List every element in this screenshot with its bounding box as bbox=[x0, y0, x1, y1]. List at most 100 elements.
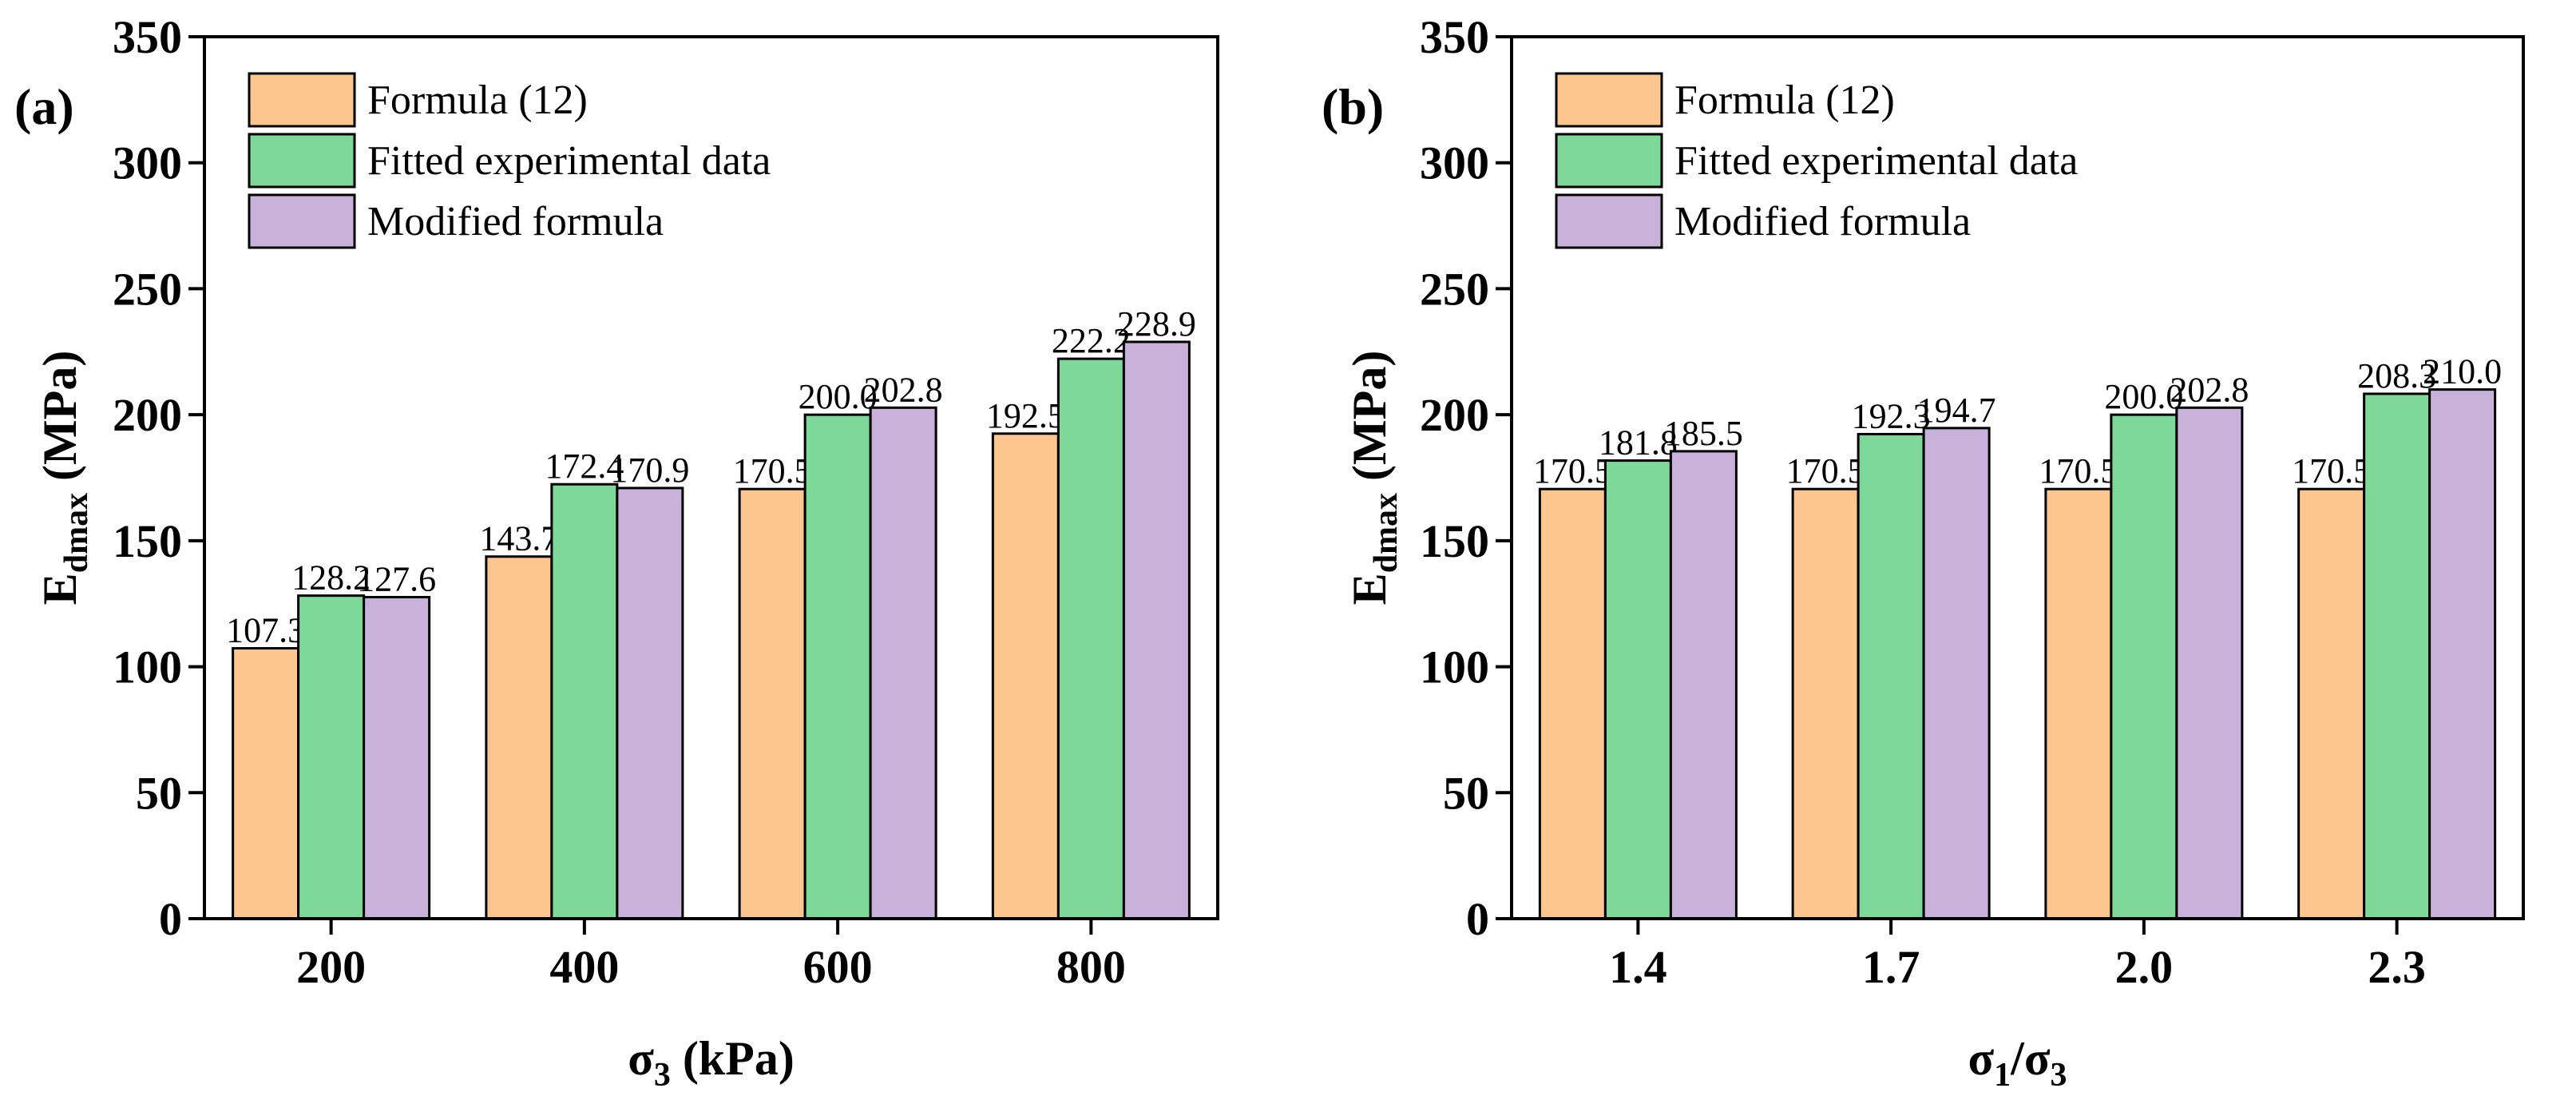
legend-swatch-0-0 bbox=[248, 72, 356, 128]
x-tick-label-1-2: 2.0 bbox=[2115, 941, 2174, 993]
x-tick-label-1-0: 1.4 bbox=[1609, 941, 1667, 993]
legend-swatch-0-2 bbox=[248, 193, 356, 249]
x-tick-label-0-3: 800 bbox=[1056, 941, 1126, 993]
y-axis-label-tail-0: (MPa) bbox=[34, 351, 86, 493]
data-label-1-2-2: 202.8 bbox=[2170, 370, 2249, 409]
y-axis-label-main-1: E bbox=[1343, 573, 1396, 605]
y-tick-label-1-5: 250 bbox=[1420, 263, 1489, 315]
y-axis-label-tail-1: (MPa) bbox=[1343, 351, 1396, 493]
y-tick-label-1-2: 100 bbox=[1420, 641, 1489, 693]
bar-1-2-0 bbox=[1669, 450, 1738, 920]
y-tick-label-0-4: 200 bbox=[113, 389, 182, 441]
data-label-0-2-3: 228.9 bbox=[1117, 304, 1196, 344]
legend-label-1-1: Fitted experimental data bbox=[1674, 138, 2078, 184]
bar-0-0-0 bbox=[232, 647, 300, 920]
bar-0-2-1 bbox=[616, 486, 684, 920]
data-label-0-0-2: 170.5 bbox=[733, 451, 812, 490]
y-tick-label-0-6: 300 bbox=[113, 137, 182, 189]
data-label-0-1-2: 200.0 bbox=[799, 377, 878, 416]
bar-0-0-1 bbox=[485, 555, 553, 920]
bar-1-1-0 bbox=[1603, 459, 1672, 920]
x-tick-label-1-1: 1.7 bbox=[1862, 941, 1920, 993]
data-label-1-1-3: 208.3 bbox=[2357, 356, 2436, 395]
legend-swatch-1-0 bbox=[1555, 72, 1663, 128]
y-tick-label-1-7: 350 bbox=[1420, 11, 1489, 63]
legend-swatch-1-2 bbox=[1555, 193, 1663, 249]
bar-0-1-2 bbox=[803, 413, 872, 920]
bar-0-0-2 bbox=[738, 487, 806, 920]
plot-frame-1 bbox=[1510, 35, 2525, 920]
bar-0-2-2 bbox=[869, 406, 937, 920]
bar-1-0-0 bbox=[1538, 487, 1607, 920]
x-tick-label-0-1: 400 bbox=[549, 941, 619, 993]
bar-1-1-2 bbox=[2110, 413, 2178, 920]
bar-0-2-3 bbox=[1122, 340, 1191, 920]
data-label-1-0-1: 170.5 bbox=[1786, 451, 1865, 490]
data-label-0-0-3: 192.5 bbox=[986, 396, 1065, 435]
x-axis-label-sub-1: 1 bbox=[1994, 1057, 2011, 1094]
data-label-0-1-1: 172.4 bbox=[545, 447, 624, 486]
data-label-1-1-1: 192.3 bbox=[1852, 396, 1931, 435]
data-label-1-0-0: 170.5 bbox=[1533, 451, 1612, 490]
y-axis-label-sub-0: dmax bbox=[58, 493, 95, 573]
x-axis-label-0: σ3 (kPa) bbox=[628, 1032, 795, 1094]
panel-label-1: (b) bbox=[1322, 78, 1384, 135]
x-axis-label-1: σ1/σ3 bbox=[1968, 1032, 2067, 1094]
x-tick-label-1-3: 2.3 bbox=[2368, 941, 2426, 993]
bar-0-0-3 bbox=[991, 432, 1060, 920]
bar-1-2-3 bbox=[2428, 388, 2497, 920]
x-axis-label-tail-0: (kPa) bbox=[671, 1032, 795, 1085]
bar-0-1-3 bbox=[1056, 357, 1125, 920]
y-tick-label-1-3: 150 bbox=[1420, 515, 1489, 567]
x-axis-label-main-1: σ bbox=[1968, 1032, 1995, 1085]
legend-label-1-0: Formula (12) bbox=[1674, 77, 1895, 123]
y-axis-label-1: Edmax (MPa) bbox=[1343, 351, 1405, 606]
data-label-0-2-0: 127.6 bbox=[357, 560, 436, 599]
y-tick-label-1-4: 200 bbox=[1420, 389, 1489, 441]
y-tick-label-0-3: 150 bbox=[113, 515, 182, 567]
data-label-1-1-2: 200.0 bbox=[2104, 377, 2183, 416]
data-label-0-2-1: 170.9 bbox=[610, 451, 689, 490]
bar-1-0-2 bbox=[2044, 487, 2113, 920]
legend-swatch-0-1 bbox=[248, 133, 356, 189]
y-tick-label-0-2: 100 bbox=[113, 641, 182, 693]
y-tick-label-1-1: 50 bbox=[1443, 767, 1489, 819]
x-axis-label-sub2-1: 3 bbox=[2050, 1057, 2067, 1094]
panel-label-0: (a) bbox=[14, 78, 74, 135]
y-tick-label-0-0: 0 bbox=[159, 893, 182, 945]
y-tick-label-0-1: 50 bbox=[136, 767, 182, 819]
data-label-0-1-3: 222.2 bbox=[1052, 321, 1131, 360]
x-axis-label-mid-1: /σ bbox=[2010, 1032, 2051, 1085]
chart-panel-a: 107.3 143.7 170.5 192.5 128.2 172.4 200.0 222.2… bbox=[14, 11, 1219, 1094]
legend-label-0-0: Formula (12) bbox=[367, 77, 588, 123]
data-label-1-2-1: 194.7 bbox=[1917, 391, 1996, 430]
bar-0-2-0 bbox=[363, 596, 431, 920]
data-label-1-0-2: 170.5 bbox=[2039, 451, 2118, 490]
data-label-0-0-1: 143.7 bbox=[479, 519, 558, 558]
y-axis-label-sub-1: dmax bbox=[1368, 493, 1405, 573]
legend-label-1-2: Modified formula bbox=[1674, 199, 1971, 244]
bar-1-2-1 bbox=[1922, 427, 1991, 920]
y-axis-label-0: Edmax (MPa) bbox=[34, 351, 95, 606]
data-label-1-0-3: 170.5 bbox=[2292, 451, 2371, 490]
legend-swatch-1-1 bbox=[1555, 133, 1663, 189]
bar-0-1-1 bbox=[550, 483, 619, 920]
bar-1-0-3 bbox=[2297, 487, 2366, 920]
data-label-0-2-2: 202.8 bbox=[864, 370, 943, 409]
bar-1-1-3 bbox=[2363, 392, 2431, 920]
y-axis-label-main-0: E bbox=[34, 573, 86, 605]
data-label-1-2-0: 185.5 bbox=[1664, 414, 1743, 453]
bar-1-0-1 bbox=[1791, 487, 1860, 920]
y-tick-label-0-7: 350 bbox=[113, 11, 182, 63]
bar-1-1-1 bbox=[1857, 432, 1925, 920]
legend-label-0-1: Fitted experimental data bbox=[367, 138, 771, 184]
bar-0-1-0 bbox=[297, 594, 366, 920]
y-tick-label-1-0: 0 bbox=[1466, 893, 1489, 945]
legend-label-0-2: Modified formula bbox=[367, 199, 664, 244]
data-label-0-0-0: 107.3 bbox=[226, 611, 305, 650]
data-label-1-1-0: 181.8 bbox=[1599, 423, 1678, 463]
y-tick-label-0-5: 250 bbox=[113, 263, 182, 315]
x-tick-label-0-0: 200 bbox=[296, 941, 366, 993]
